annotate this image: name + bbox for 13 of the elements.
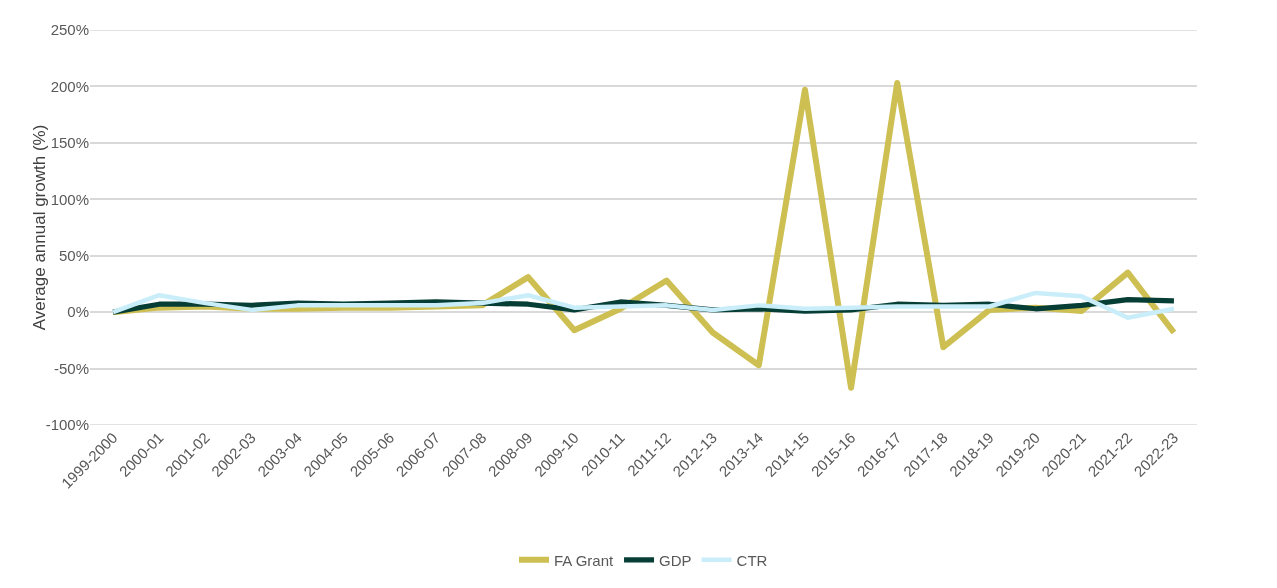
y-tick-label: -50% xyxy=(53,359,89,377)
y-tick-label: 100% xyxy=(50,190,89,208)
y-tick-label: 50% xyxy=(58,246,89,264)
y-tick-label: 200% xyxy=(50,77,89,95)
y-tick-label: 0% xyxy=(67,303,89,321)
legend-label: FA Grant xyxy=(554,551,615,569)
y-axis-title: Average annual growth (%) xyxy=(29,124,49,331)
legend-label: CTR xyxy=(736,551,768,569)
legend-label: GDP xyxy=(659,551,692,569)
y-tick-label: 250% xyxy=(50,21,89,39)
line-series xyxy=(110,290,1177,321)
y-tick-label: 150% xyxy=(50,134,89,152)
y-tick-label: -100% xyxy=(45,416,89,434)
